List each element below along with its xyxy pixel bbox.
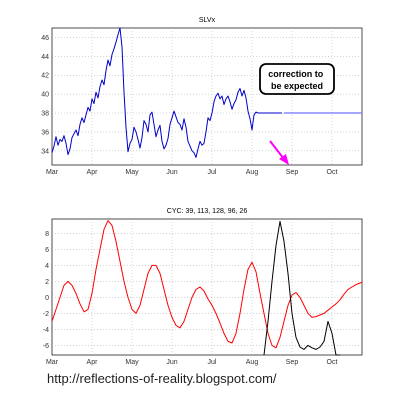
x-tick-label: May bbox=[125, 169, 139, 176]
y-tick-label: 0 bbox=[45, 295, 49, 302]
top-chart-y-ticks: 34 36 38 40 42 44 46 bbox=[41, 35, 49, 155]
x-tick-label: Mar bbox=[46, 169, 59, 176]
bottom-chart-title: CYC: 39, 113, 128, 96, 26 bbox=[167, 208, 248, 215]
x-tick-label: Apr bbox=[87, 169, 99, 176]
x-tick-label: Aug bbox=[246, 359, 259, 366]
footer-url: http://reflections-of-reality.blogspot.c… bbox=[47, 371, 277, 386]
callout-arrow-shaft bbox=[269, 140, 285, 160]
x-tick-label: Jul bbox=[208, 359, 217, 366]
y-tick-label: 34 bbox=[41, 148, 49, 155]
x-tick-label: Sep bbox=[286, 169, 299, 176]
bottom-chart: CYC: 39, 113, 128, 96, 26 -6 -4 -2 0 2 4 6 8 Ma… bbox=[43, 208, 363, 366]
x-tick-label: Mar bbox=[46, 359, 59, 366]
top-chart-series bbox=[51, 27, 362, 158]
callout-text: correction to be expected bbox=[268, 69, 326, 91]
y-tick-label: 36 bbox=[41, 129, 49, 136]
bottom-chart-x-ticks: Mar Apr May Jun Jul Aug Sep Oct bbox=[46, 359, 338, 366]
callout-line-2: be expected bbox=[271, 81, 323, 91]
x-tick-label: Oct bbox=[327, 169, 338, 176]
series-line-actual bbox=[263, 220, 340, 356]
y-tick-label: 6 bbox=[45, 247, 49, 254]
top-chart: SLVx 34 36 38 40 42 44 46 Mar Apr May Jun Jul Aug Se… bbox=[41, 17, 363, 176]
callout: correction to be expected bbox=[259, 63, 335, 165]
y-tick-label: 2 bbox=[45, 279, 49, 286]
callout-line-1: correction to bbox=[268, 69, 324, 79]
y-tick-label: -4 bbox=[43, 327, 49, 334]
y-tick-label: 42 bbox=[41, 73, 49, 80]
x-tick-label: Jul bbox=[208, 169, 217, 176]
series-line-price bbox=[51, 27, 282, 158]
y-tick-label: -6 bbox=[43, 343, 49, 350]
bottom-chart-frame bbox=[51, 218, 363, 356]
callout-box bbox=[259, 63, 335, 95]
bottom-chart-y-ticks: -6 -4 -2 0 2 4 6 8 bbox=[43, 231, 49, 350]
top-chart-title: SLVx bbox=[199, 17, 216, 24]
x-tick-label: Sep bbox=[286, 359, 299, 366]
y-tick-label: 4 bbox=[45, 263, 49, 270]
top-chart-frame bbox=[51, 27, 363, 166]
x-tick-label: Oct bbox=[327, 359, 338, 366]
y-tick-label: 38 bbox=[41, 111, 49, 118]
bottom-chart-series bbox=[51, 220, 363, 356]
top-chart-x-ticks: Mar Apr May Jun Jul Aug Sep Oct bbox=[46, 169, 338, 176]
x-tick-label: Jun bbox=[166, 169, 177, 176]
x-tick-label: Apr bbox=[87, 359, 99, 366]
y-tick-label: 40 bbox=[41, 92, 49, 99]
bottom-chart-grid bbox=[52, 219, 362, 355]
x-tick-label: Jun bbox=[166, 359, 177, 366]
callout-arrow-head bbox=[279, 154, 289, 165]
y-tick-label: 8 bbox=[45, 231, 49, 238]
series-line-composite bbox=[51, 220, 363, 349]
y-tick-label: -2 bbox=[43, 311, 49, 318]
y-tick-label: 44 bbox=[41, 54, 49, 61]
y-tick-label: 46 bbox=[41, 35, 49, 42]
x-tick-label: May bbox=[125, 359, 139, 366]
x-tick-label: Aug bbox=[246, 169, 259, 176]
